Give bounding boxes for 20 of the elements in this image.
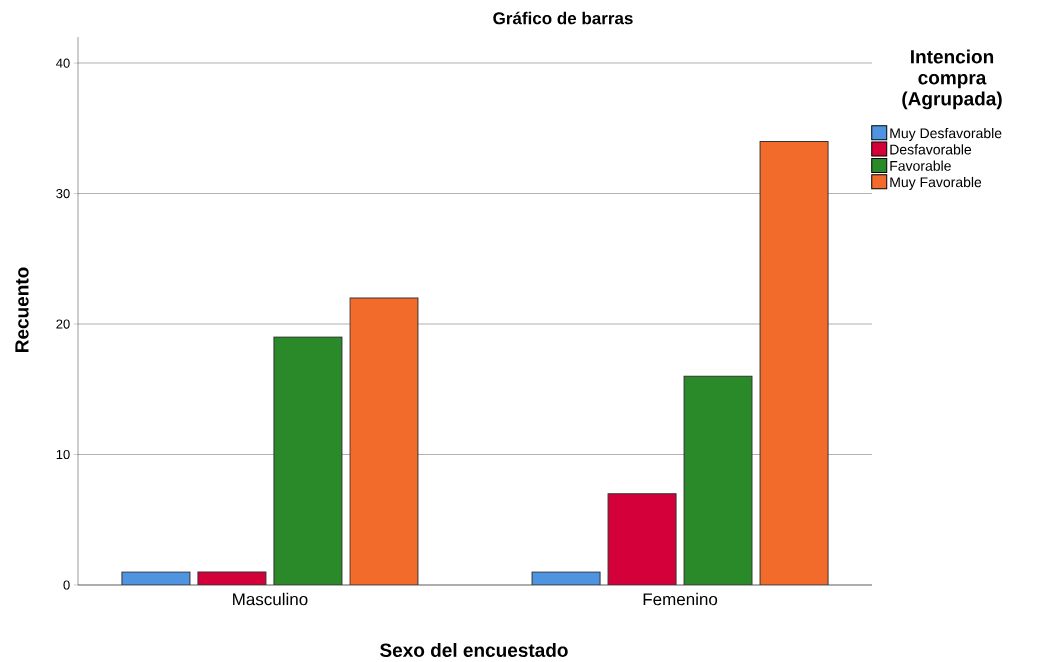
y-tick-label: 40: [56, 58, 70, 68]
x-axis-title: Sexo del encuestado: [380, 643, 568, 657]
bar: [683, 375, 753, 585]
x-tick-label: Femenino: [643, 592, 718, 606]
bar: [607, 493, 677, 585]
y-tick-label: 10: [56, 449, 70, 460]
legend-label: Muy Favorable: [890, 176, 982, 190]
bar: [273, 336, 343, 585]
legend-label: Favorable: [890, 160, 951, 171]
legend-label: Desfavorable: [890, 144, 972, 155]
bar: [759, 140, 829, 585]
legend-title: Intencion compra (Agrupada): [902, 49, 1002, 110]
y-tick-label: 20: [56, 319, 70, 329]
y-tick-label: 0: [63, 580, 70, 590]
y-axis-title: Recuento: [15, 267, 29, 353]
bar: [349, 297, 419, 585]
y-tick-label: 30: [56, 188, 70, 199]
x-tick-label: Masculino: [233, 592, 308, 606]
chart-title: Gráfico de barras: [493, 11, 633, 25]
legend-label: Muy Desfavorable: [890, 127, 1002, 141]
